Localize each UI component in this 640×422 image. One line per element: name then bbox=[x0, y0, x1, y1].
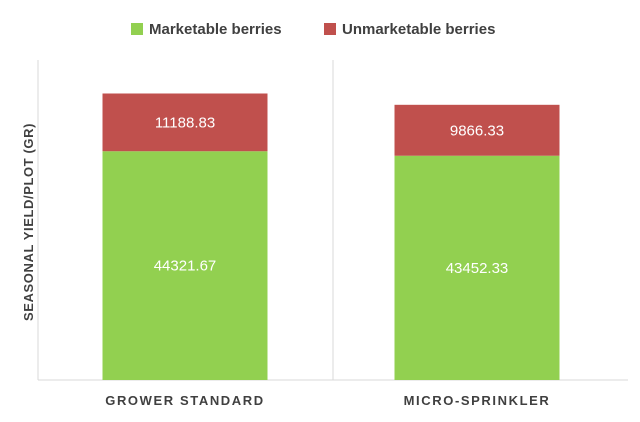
legend-label-unmarketable: Unmarketable berries bbox=[342, 21, 495, 38]
bars: 44321.67 11188.83 43452.33 9866.33 bbox=[102, 93, 560, 380]
x-tick-label-micro-sprinkler: MICRO-SPRINKLER bbox=[404, 393, 551, 408]
bar-marketable-berries-grower-standard bbox=[102, 151, 268, 380]
data-label-marketable-berries-micro-sprinkler: 43452.33 bbox=[446, 260, 509, 277]
legend-swatch-unmarketable bbox=[324, 23, 336, 35]
data-label-unmarketable-berries-grower-standard: 11188.83 bbox=[155, 114, 215, 131]
data-label-unmarketable-berries-micro-sprinkler: 9866.33 bbox=[450, 122, 504, 139]
bar-marketable-berries-micro-sprinkler bbox=[394, 155, 560, 380]
x-tick-label-grower-standard: GROWER STANDARD bbox=[105, 393, 265, 408]
legend-item-unmarketable: Unmarketable berries bbox=[324, 21, 495, 38]
legend: Marketable berries Unmarketable berries bbox=[131, 21, 495, 38]
bar-unmarketable-berries-grower-standard bbox=[102, 93, 268, 152]
legend-label-marketable: Marketable berries bbox=[149, 21, 282, 38]
y-axis-title: SEASONAL YIELD/PLOT (GR) bbox=[21, 123, 36, 321]
legend-item-marketable: Marketable berries bbox=[131, 21, 282, 38]
bar-unmarketable-berries-micro-sprinkler bbox=[394, 104, 560, 156]
legend-swatch-marketable bbox=[131, 23, 143, 35]
data-label-marketable-berries-grower-standard: 44321.67 bbox=[154, 258, 217, 275]
